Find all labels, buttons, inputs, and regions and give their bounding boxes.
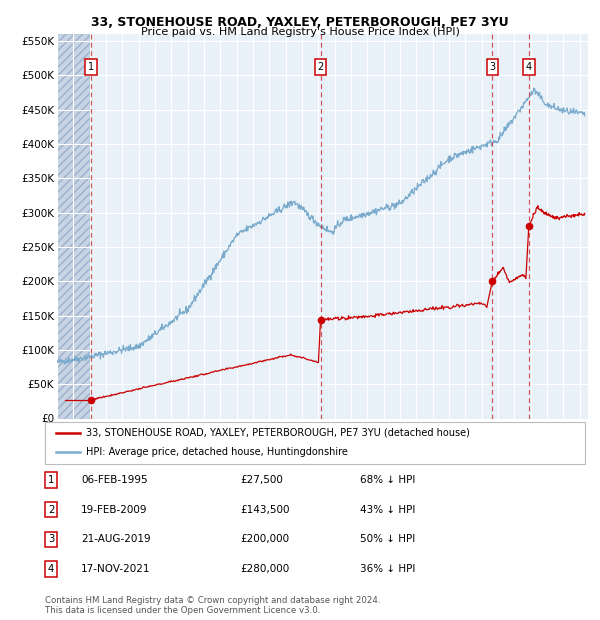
Text: 21-AUG-2019: 21-AUG-2019 bbox=[81, 534, 151, 544]
Text: Contains HM Land Registry data © Crown copyright and database right 2024.
This d: Contains HM Land Registry data © Crown c… bbox=[45, 596, 380, 615]
Text: 3: 3 bbox=[489, 62, 496, 72]
Text: £27,500: £27,500 bbox=[240, 475, 283, 485]
Text: 33, STONEHOUSE ROAD, YAXLEY, PETERBOROUGH, PE7 3YU: 33, STONEHOUSE ROAD, YAXLEY, PETERBOROUG… bbox=[91, 16, 509, 29]
Text: 17-NOV-2021: 17-NOV-2021 bbox=[81, 564, 151, 574]
Text: 19-FEB-2009: 19-FEB-2009 bbox=[81, 505, 148, 515]
Text: 06-FEB-1995: 06-FEB-1995 bbox=[81, 475, 148, 485]
Text: £143,500: £143,500 bbox=[240, 505, 290, 515]
Bar bbox=[57, 34, 89, 418]
Text: 1: 1 bbox=[88, 62, 94, 72]
Text: £200,000: £200,000 bbox=[240, 534, 289, 544]
Text: 43% ↓ HPI: 43% ↓ HPI bbox=[360, 505, 415, 515]
Text: 2: 2 bbox=[317, 62, 323, 72]
Text: 4: 4 bbox=[526, 62, 532, 72]
Text: £280,000: £280,000 bbox=[240, 564, 289, 574]
Text: 3: 3 bbox=[48, 534, 54, 544]
FancyBboxPatch shape bbox=[45, 422, 585, 464]
Text: 4: 4 bbox=[48, 564, 54, 574]
Text: 50% ↓ HPI: 50% ↓ HPI bbox=[360, 534, 415, 544]
Text: 33, STONEHOUSE ROAD, YAXLEY, PETERBOROUGH, PE7 3YU (detached house): 33, STONEHOUSE ROAD, YAXLEY, PETERBOROUG… bbox=[86, 428, 469, 438]
Text: 36% ↓ HPI: 36% ↓ HPI bbox=[360, 564, 415, 574]
Text: 2: 2 bbox=[48, 505, 54, 515]
Text: Price paid vs. HM Land Registry's House Price Index (HPI): Price paid vs. HM Land Registry's House … bbox=[140, 27, 460, 37]
Text: 1: 1 bbox=[48, 475, 54, 485]
Text: HPI: Average price, detached house, Huntingdonshire: HPI: Average price, detached house, Hunt… bbox=[86, 448, 347, 458]
Bar bbox=[57, 34, 89, 418]
Text: 68% ↓ HPI: 68% ↓ HPI bbox=[360, 475, 415, 485]
